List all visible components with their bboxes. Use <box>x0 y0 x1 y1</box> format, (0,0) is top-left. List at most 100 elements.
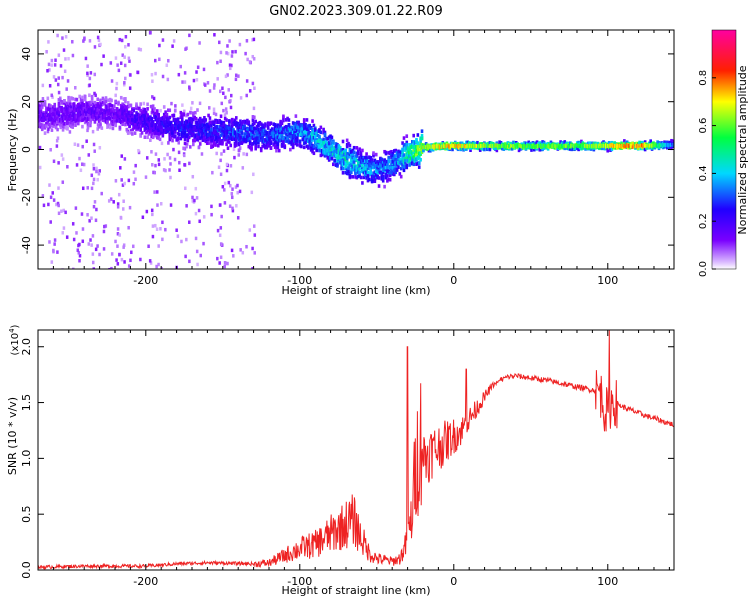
spectrogram-cell <box>129 103 133 108</box>
spectrogram-cell <box>273 145 277 149</box>
spectrogram-cell <box>379 163 382 167</box>
spectrogram-cell <box>47 118 51 122</box>
spectrogram-cell <box>168 108 172 113</box>
spectrogram-cell <box>74 114 77 118</box>
spectrogram-cell <box>194 128 198 133</box>
spectrogram-cell <box>185 125 188 130</box>
spectrogram-cell <box>315 138 318 142</box>
spectrogram-noise-cell <box>224 74 228 79</box>
spectrogram-cell <box>236 125 239 130</box>
spectrogram-cell <box>304 130 307 135</box>
spectrogram-noise-cell <box>93 200 97 204</box>
spectrogram-cell <box>113 104 116 108</box>
spectrogram-cell <box>483 143 486 148</box>
spectrogram-cell <box>197 118 201 123</box>
spectrogram-cell <box>344 148 348 153</box>
spectrogram-cell <box>392 168 396 173</box>
spectrogram-noise-cell <box>220 101 224 106</box>
spectrogram-noise-cell <box>82 162 86 167</box>
spectrogram-cell <box>196 134 199 138</box>
spectrogram-cell <box>150 123 154 128</box>
spectrogram-cell <box>580 146 583 151</box>
spectrogram-cell <box>104 120 108 124</box>
spectrogram-noise-cell <box>48 84 52 88</box>
spectrogram-cell <box>356 149 360 154</box>
spectrogram-cell <box>193 136 197 141</box>
spectrogram-noise-cell <box>118 37 122 42</box>
spectrogram-noise-cell <box>222 91 225 96</box>
spectrogram-cell <box>178 124 181 128</box>
spectrogram-cell <box>365 171 368 175</box>
spectrogram-ridge-cell <box>549 143 551 148</box>
spectrogram-noise-cell <box>183 109 186 114</box>
spectrogram-noise-cell <box>127 43 130 47</box>
spectrogram-noise-cell <box>218 261 221 265</box>
spectrogram-cell <box>369 164 373 169</box>
spectrogram-cell <box>208 131 212 135</box>
spectrogram-cell <box>412 150 415 155</box>
spectrogram-cell <box>226 130 230 134</box>
spectrogram-noise-cell <box>229 99 232 103</box>
spectrogram-cell <box>365 152 368 156</box>
spectrogram-cell <box>304 126 307 130</box>
spectrogram-ridge-cell <box>556 143 558 148</box>
spectrogram-cell <box>151 108 155 112</box>
spectrogram-cell <box>369 162 373 167</box>
spectrogram-noise-cell <box>250 190 254 195</box>
spectrogram-cell <box>110 122 113 126</box>
spectrogram-cell <box>290 135 294 140</box>
spectrogram-cell <box>670 138 673 143</box>
spectrogram-cell <box>473 141 476 146</box>
spectrogram-cell <box>277 126 281 130</box>
spectrogram-cell <box>275 148 278 153</box>
spectrogram-noise-cell <box>118 252 121 257</box>
spectrogram-cell <box>211 138 215 143</box>
spectrogram-noise-cell <box>59 64 63 68</box>
spectrogram-noise-cell <box>230 54 234 58</box>
spectrogram-cell <box>657 141 661 145</box>
spectrogram-cell <box>266 144 270 148</box>
spectrogram-ridge-cell <box>634 143 637 148</box>
spectrogram-cell <box>499 141 503 145</box>
spectrogram-noise-cell <box>246 57 249 62</box>
spectrogram-cell <box>562 140 565 145</box>
spectrogram-cell <box>135 111 138 115</box>
spectrogram-cell <box>361 169 364 174</box>
spectrogram-noise-cell <box>67 56 70 61</box>
spectrogram-cell <box>313 141 317 145</box>
spectrogram-cell <box>495 146 499 151</box>
spectrogram-cell <box>83 97 87 102</box>
spectrogram-cell <box>356 151 360 156</box>
spectrogram-cell <box>110 103 113 108</box>
spectrogram-cell <box>122 106 126 110</box>
spectrogram-noise-cell <box>162 168 166 172</box>
spectrogram-cell <box>469 146 472 150</box>
spectrogram-cell <box>144 130 148 135</box>
spectrogram-noise-cell <box>110 79 114 83</box>
spectrogram-cell <box>129 120 133 125</box>
spectrogram-cell <box>366 178 370 183</box>
spectrogram-cell <box>96 108 99 112</box>
spectrogram-cell <box>280 144 284 148</box>
spectrogram-noise-cell <box>102 229 106 234</box>
spectrogram-noise-cell <box>222 149 226 153</box>
spectrogram-cell <box>257 136 260 141</box>
spectrogram-cell <box>233 118 237 123</box>
spectrogram-noise-cell <box>195 249 199 254</box>
spectrogram-cell <box>52 118 55 123</box>
spectrogram-cell <box>205 135 209 139</box>
spectrogram-noise-cell <box>122 207 125 211</box>
spectrogram-cell <box>65 126 69 131</box>
spectrogram-cell <box>370 179 374 183</box>
spectrogram-cell <box>412 145 415 149</box>
spectrogram-cell <box>233 122 237 126</box>
spectrogram-noise-cell <box>120 38 124 43</box>
spectrogram-cell <box>566 146 569 151</box>
spectrogram-cell <box>416 141 420 145</box>
spectrogram-cell <box>207 126 210 131</box>
spectrogram-noise-cell <box>252 106 256 111</box>
spectrogram-cell <box>280 121 284 126</box>
spectrogram-cell <box>470 141 474 146</box>
spectrogram-cell <box>133 117 137 122</box>
spectrogram-cell <box>218 135 221 139</box>
